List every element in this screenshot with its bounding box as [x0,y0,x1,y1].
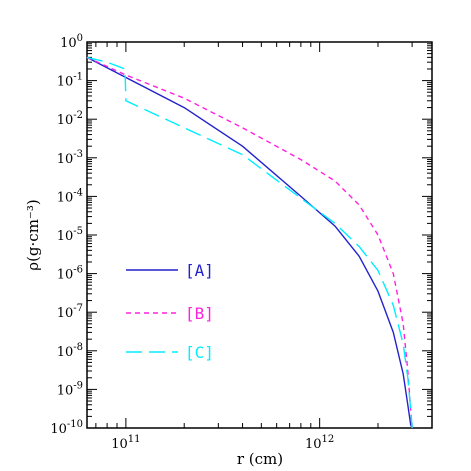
y-tick-label: 10-2 [57,110,83,128]
x-axis-label: r (cm) [237,450,283,468]
y-tick-label: 10-1 [57,72,83,90]
y-tick-label: 10-3 [57,149,83,167]
legend: [A] [B] [C] [126,261,214,362]
axis-ticks [87,41,432,429]
legend-label: [C] [185,343,214,362]
y-tick-label: 10-7 [57,303,83,321]
y-tick-label: 10-8 [57,342,83,360]
x-tick-label: 1012 [305,434,334,452]
y-tick-label: 10-4 [57,187,83,205]
legend-label: [B] [185,304,214,323]
series-line-a [86,56,413,429]
plot-frame [86,41,433,429]
series-layer [86,56,413,429]
series-line-c [86,56,413,429]
y-tick-label: 10-9 [57,380,83,398]
tick-labels: 100 10-1 10-2 10-3 10-4 10-5 10-6 10-7 10-8 10-9 1… [50,33,334,452]
x-tick-label: 1011 [111,434,140,452]
y-tick-label: 10-6 [57,265,83,283]
series-line-b [86,56,413,429]
y-tick-label: 10-10 [50,419,83,437]
y-tick-label: 100 [60,33,83,51]
y-axis-label: ρ(g·cm⁻³) [24,199,42,270]
y-tick-label: 10-5 [57,226,83,244]
legend-label: [A] [185,261,214,280]
